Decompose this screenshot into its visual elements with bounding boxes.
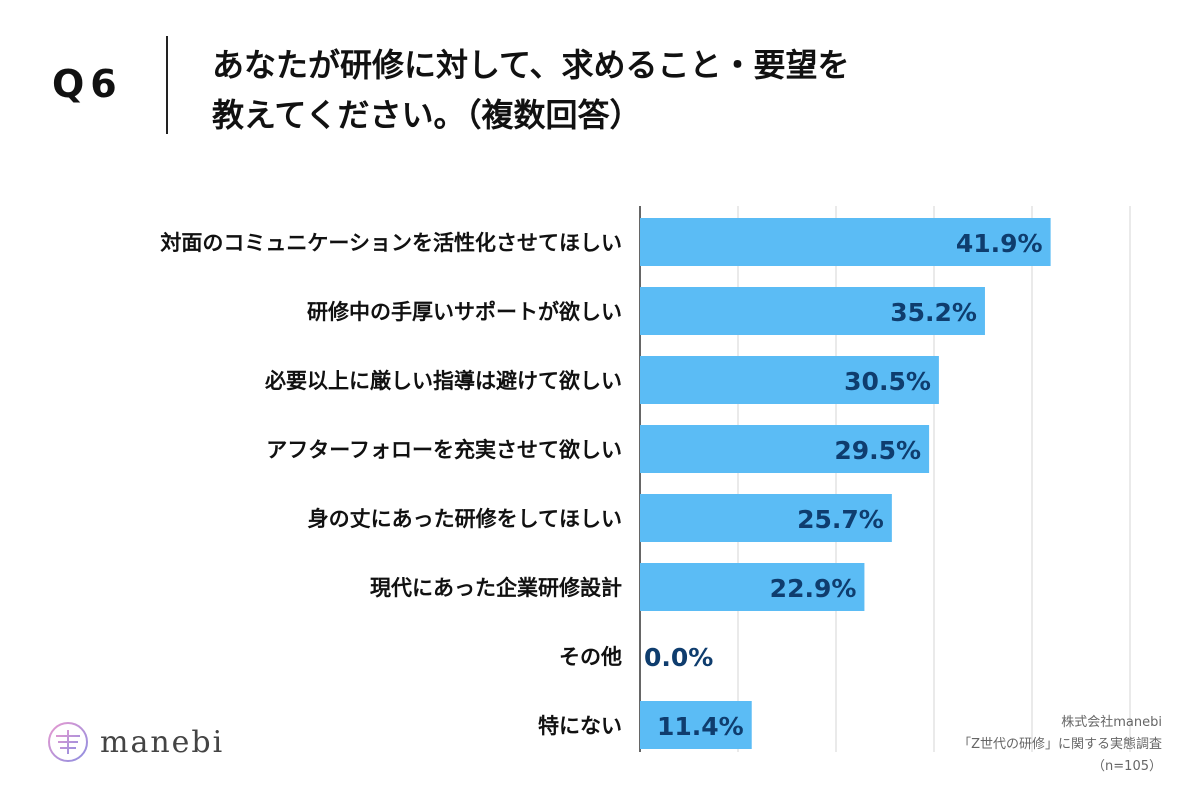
footnote-survey: 「Z世代の研修」に関する実態調査 (958, 737, 1162, 752)
value-label: 41.9% (956, 229, 1043, 258)
category-label: 特にない (538, 714, 622, 738)
category-label: 必要以上に厳しい指導は避けて欲しい (265, 369, 622, 393)
bar (640, 563, 865, 611)
question-title-line-2: 教えてください。（複数回答） (212, 96, 642, 134)
logo-text: manebi (100, 724, 225, 760)
bar (640, 218, 1051, 266)
value-label: 25.7% (797, 505, 884, 534)
footnote: 株式会社manebi 「Z世代の研修」に関する実態調査 （n=105） (958, 712, 1162, 778)
bar (640, 701, 752, 749)
category-label: 対面のコミュニケーションを活性化させてほしい (160, 231, 622, 255)
value-label: 35.2% (890, 298, 977, 327)
value-label: 29.5% (834, 436, 921, 465)
question-title-line-1: あなたが研修に対して、求めること・要望を (212, 46, 850, 84)
question-number: Q6 (52, 62, 123, 106)
bar (640, 356, 939, 404)
category-label: 研修中の手厚いサポートが欲しい (307, 300, 622, 324)
manebi-logo: manebi (46, 720, 224, 764)
manebi-logo-icon (48, 722, 88, 762)
footnote-company: 株式会社manebi (1061, 715, 1162, 730)
footnote-sample: （n=105） (1092, 759, 1162, 774)
value-label: 0.0% (644, 643, 713, 672)
bar (640, 494, 892, 542)
category-label: その他 (559, 645, 622, 669)
title-divider (166, 36, 168, 134)
value-label: 30.5% (844, 367, 931, 396)
value-label: 22.9% (770, 574, 857, 603)
bar (640, 287, 985, 335)
value-label: 11.4% (657, 712, 744, 741)
question-title: あなたが研修に対して、求めること・要望を 教えてください。（複数回答） (212, 40, 849, 140)
bar (640, 425, 930, 473)
category-label: 身の丈にあった研修をしてほしい (308, 507, 622, 531)
category-label: アフターフォローを充実させて欲しい (266, 438, 622, 462)
category-label: 現代にあった企業研修設計 (370, 576, 622, 600)
